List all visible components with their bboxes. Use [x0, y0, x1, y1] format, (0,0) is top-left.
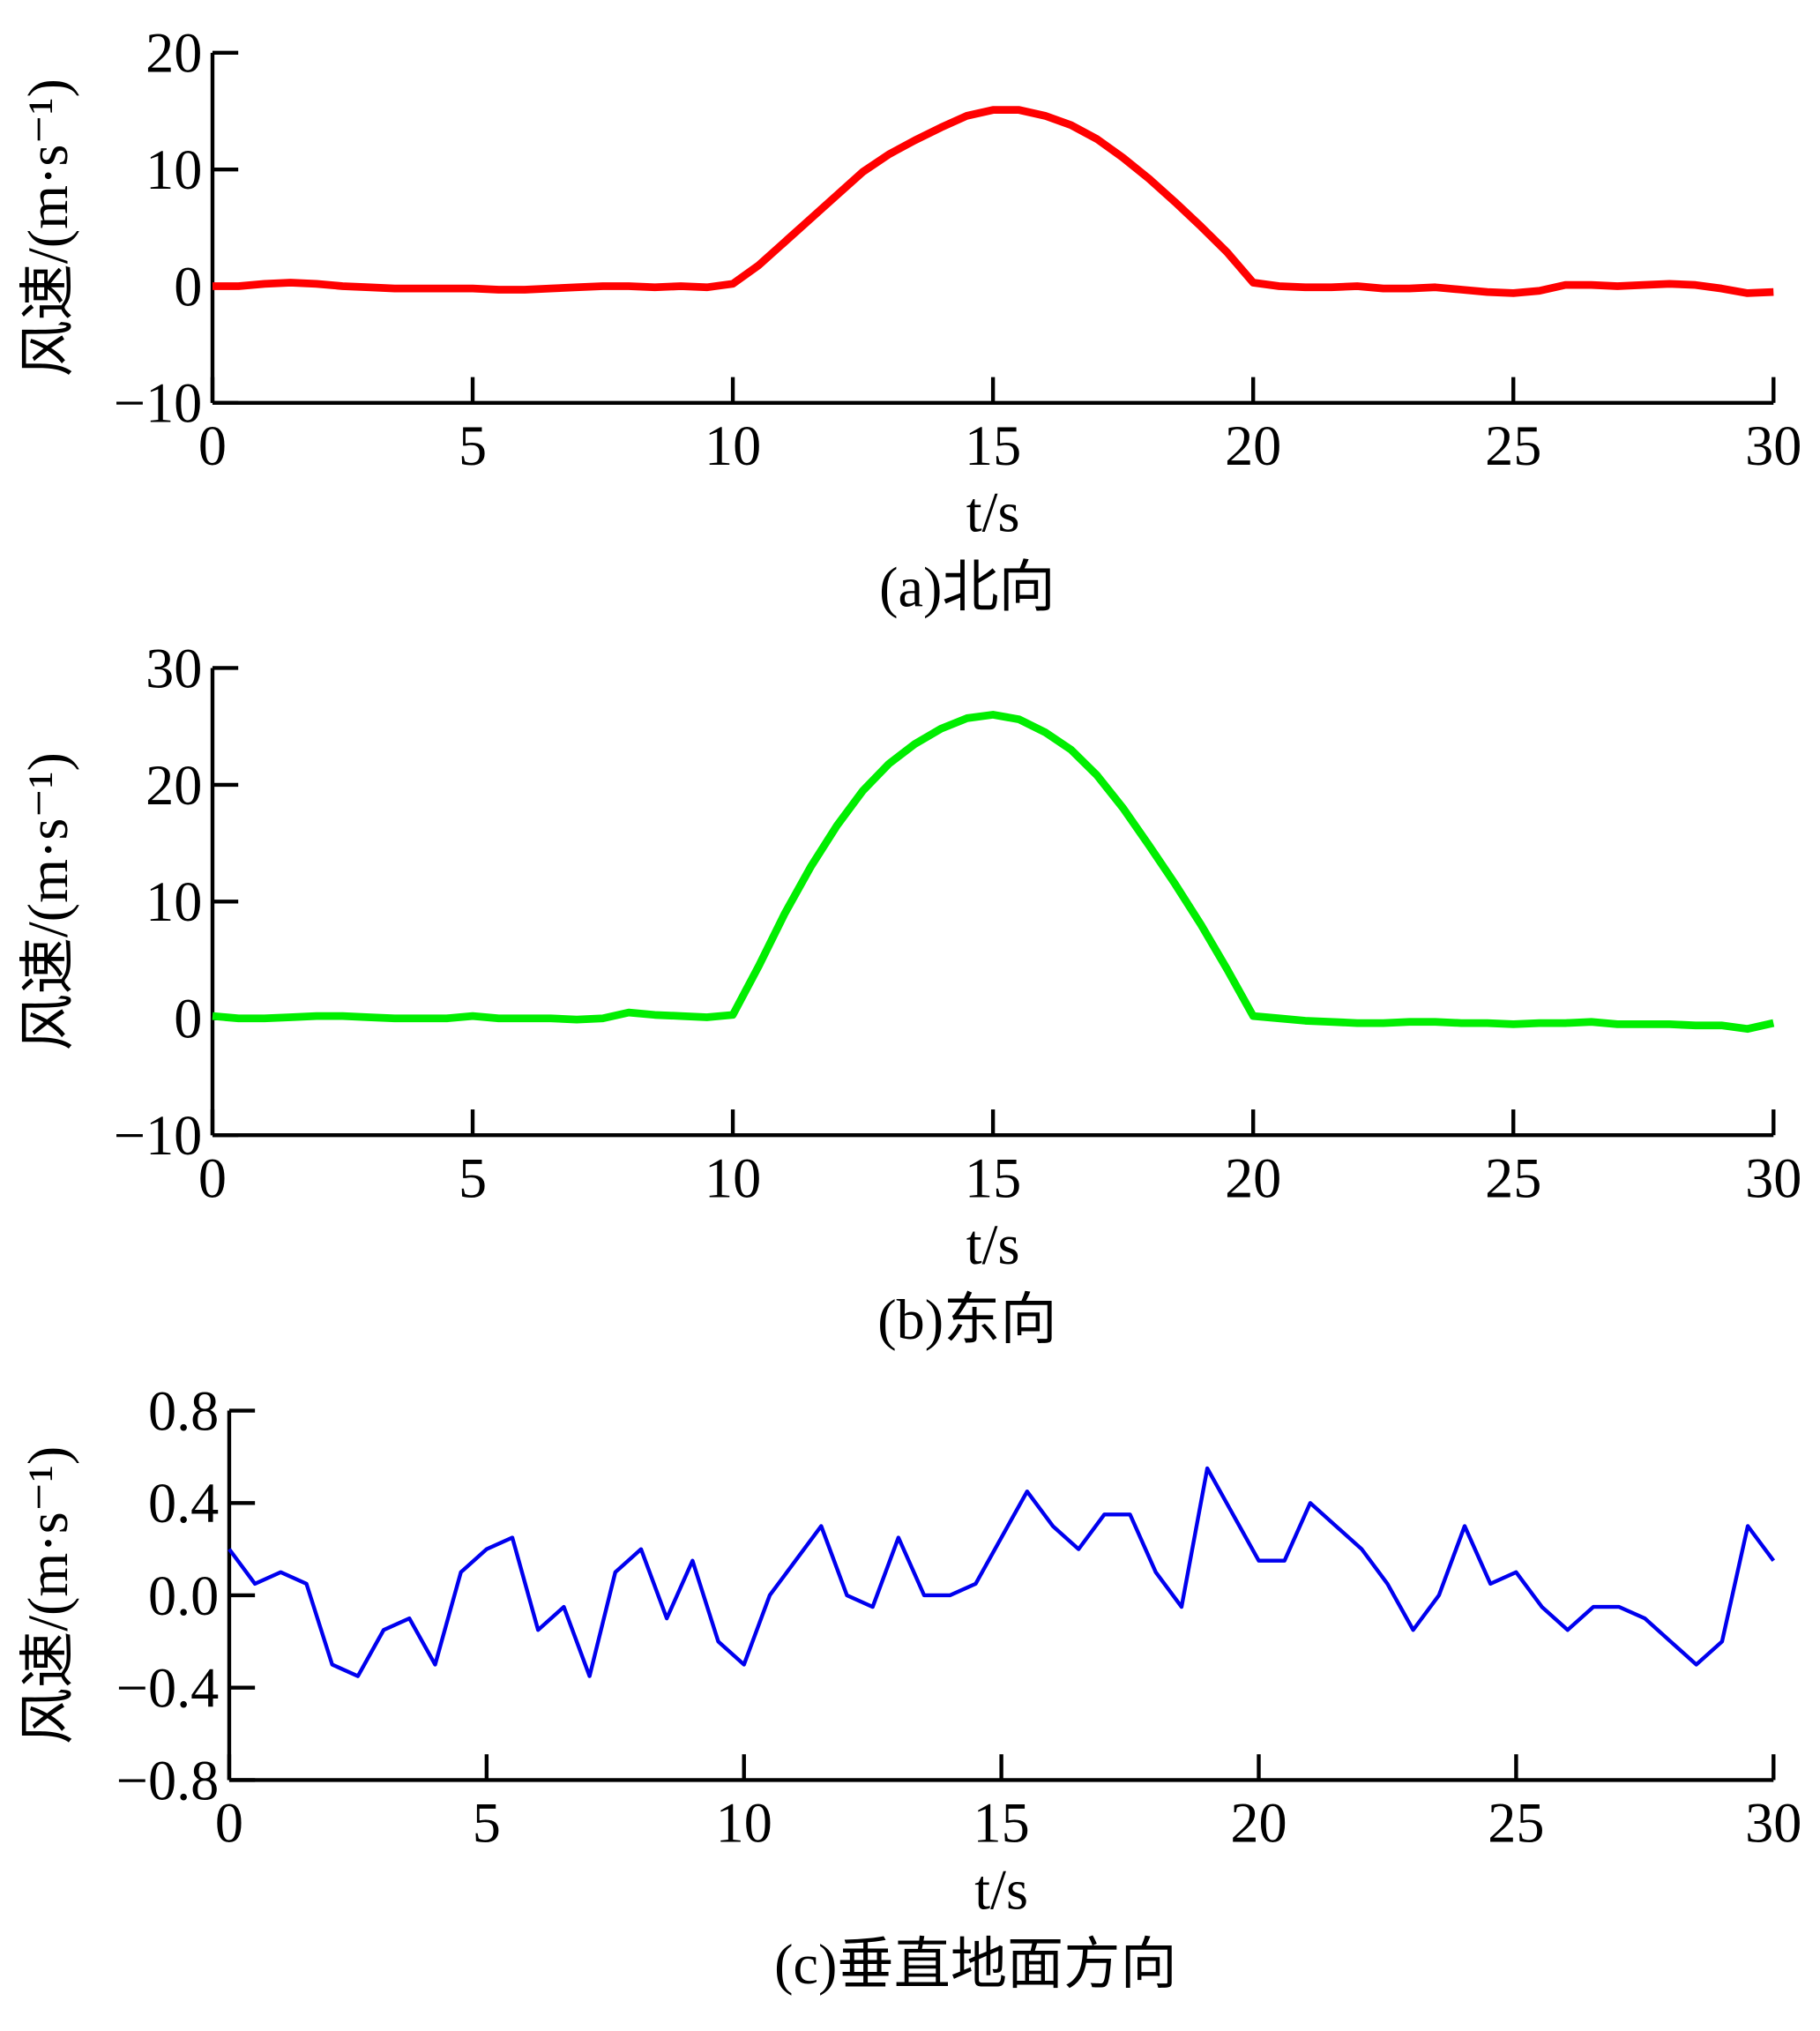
- x-tick-label: 15: [965, 1146, 1021, 1209]
- data-line: [228, 1466, 1776, 1678]
- x-tick-label: 25: [1485, 414, 1541, 477]
- y-tick-label: 0: [174, 255, 202, 317]
- x-tick-label: 10: [705, 1146, 761, 1209]
- y-tick-label: 10: [145, 870, 202, 933]
- y-tick-label: −0.4: [116, 1657, 219, 1720]
- x-tick-label: 30: [1745, 414, 1801, 477]
- y-tick-label: −10: [114, 1104, 202, 1167]
- y-tick-label: 20: [145, 754, 202, 817]
- x-tick-label: 20: [1225, 1146, 1281, 1209]
- x-axis-label: t/s: [966, 482, 1020, 544]
- y-tick-label: 0.0: [148, 1564, 219, 1627]
- x-tick-label: 30: [1745, 1791, 1801, 1854]
- x-tick-label: 0: [198, 1146, 227, 1209]
- x-tick-label: 10: [705, 414, 761, 477]
- chart-caption: (b)东向: [877, 1288, 1056, 1351]
- y-tick-label: 20: [145, 22, 202, 85]
- x-tick-label: 15: [965, 414, 1021, 477]
- x-tick-label: 20: [1230, 1791, 1287, 1854]
- y-axis-label: 风速/(m·s⁻¹): [17, 1446, 79, 1744]
- y-tick-label: 30: [145, 637, 202, 699]
- x-tick-label: 30: [1745, 1146, 1801, 1209]
- x-tick-label: 25: [1485, 1146, 1541, 1209]
- x-tick-label: 0: [215, 1791, 243, 1854]
- x-tick-label: 10: [716, 1791, 772, 1854]
- y-tick-label: −0.8: [116, 1749, 219, 1811]
- y-tick-label: 0.8: [148, 1379, 219, 1442]
- x-tick-label: 20: [1225, 414, 1281, 477]
- data-line: [212, 106, 1774, 297]
- data-line: [212, 711, 1775, 1034]
- chart-caption: (a)北向: [879, 556, 1055, 618]
- y-tick-label: −10: [114, 372, 202, 435]
- x-axis-label: t/s: [966, 1213, 1020, 1276]
- x-tick-label: 15: [973, 1791, 1030, 1854]
- x-tick-label: 0: [198, 414, 227, 477]
- chart-caption: (c)垂直地面方向: [774, 1933, 1176, 1996]
- x-tick-label: 5: [459, 1146, 487, 1209]
- y-axis-label: 风速/(m·s⁻¹): [17, 752, 79, 1050]
- y-tick-label: 0.4: [148, 1472, 219, 1534]
- y-tick-label: 10: [145, 138, 202, 201]
- x-tick-label: 25: [1488, 1791, 1544, 1854]
- y-axis-label: 风速/(m·s⁻¹): [17, 78, 79, 377]
- y-tick-label: 0: [174, 988, 202, 1050]
- x-axis-label: t/s: [974, 1858, 1028, 1921]
- x-tick-label: 5: [459, 414, 487, 477]
- x-tick-label: 5: [473, 1791, 501, 1854]
